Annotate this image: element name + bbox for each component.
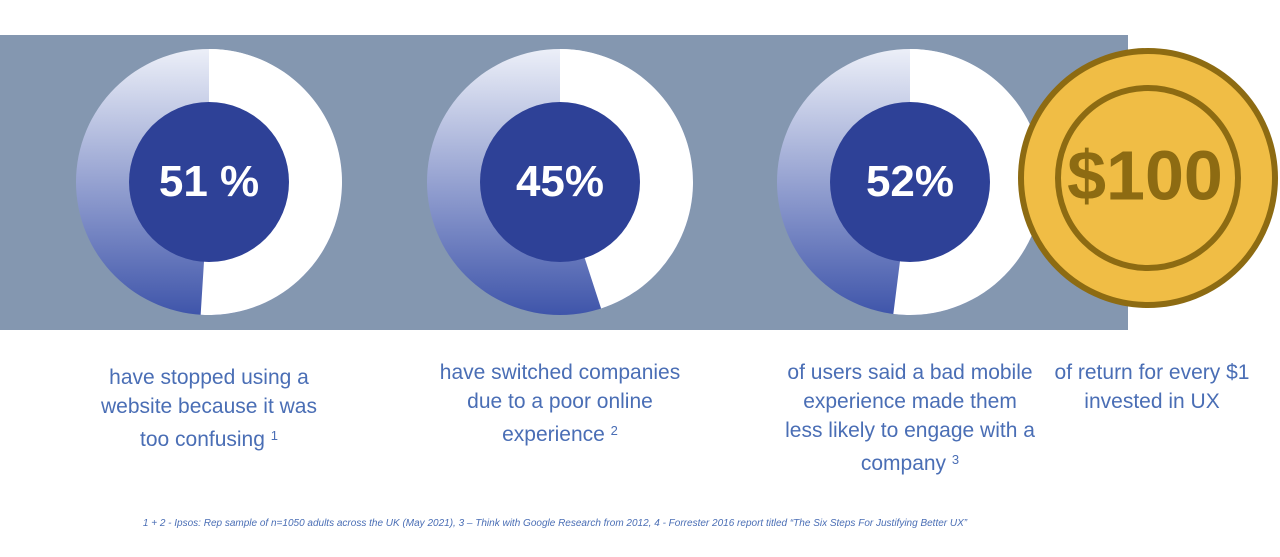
reference: 2: [610, 423, 618, 438]
description-text: have stopped using a website because it …: [101, 366, 317, 451]
description-text: of users said a bad mobile experience ma…: [785, 361, 1035, 475]
description: of users said a bad mobile experience ma…: [785, 358, 1035, 478]
percent-label: 51 %: [158, 157, 260, 206]
donut-center: [129, 102, 289, 262]
coin-ring: [1055, 85, 1241, 271]
reference: 1: [270, 428, 278, 443]
coin-label: $100: [1067, 136, 1223, 214]
description-text: have switched companies due to a poor on…: [439, 361, 681, 446]
donut-center: [480, 102, 640, 262]
donut-center: [830, 102, 990, 262]
percent-label: 52%: [865, 157, 955, 206]
coin-description: of return for every $1 invested in UX: [1054, 361, 1250, 413]
footnote: 1 + 2 - Ipsos: Rep sample of n=1050 adul…: [142, 518, 968, 529]
reference: 3: [951, 452, 960, 467]
percent-label: 45%: [515, 157, 605, 206]
description: have switched companies due to a poor on…: [435, 358, 685, 449]
description: have stopped using a website because it …: [84, 363, 334, 454]
